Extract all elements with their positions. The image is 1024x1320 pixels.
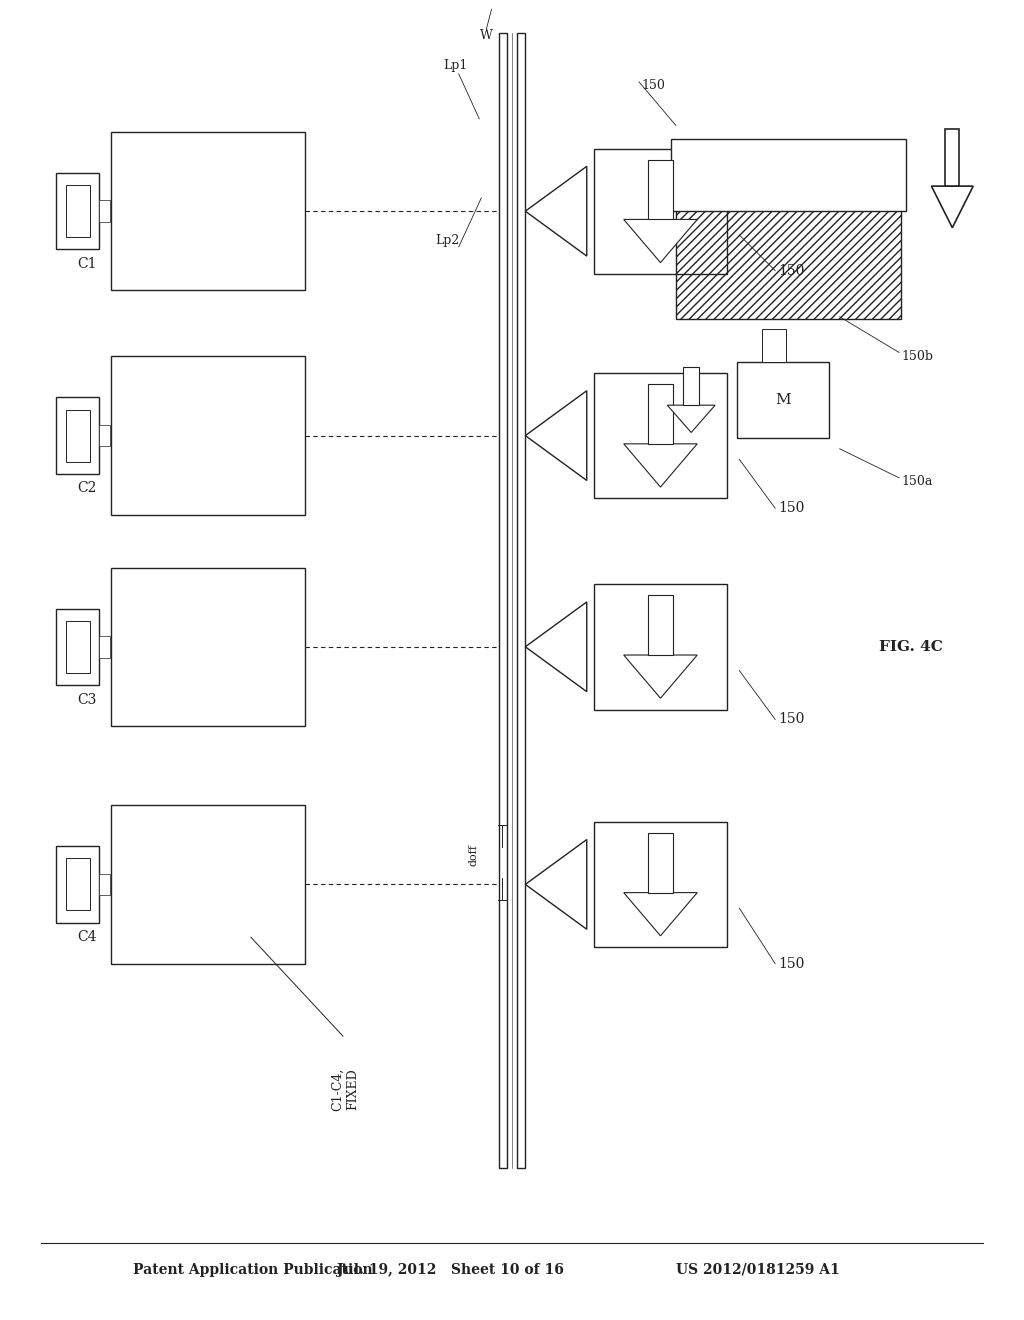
Bar — [671, 139, 906, 211]
Polygon shape — [525, 391, 587, 480]
Polygon shape — [525, 166, 587, 256]
Bar — [737, 362, 829, 438]
Text: Jul. 19, 2012   Sheet 10 of 16: Jul. 19, 2012 Sheet 10 of 16 — [337, 1263, 564, 1276]
Bar — [517, 33, 525, 1168]
Polygon shape — [525, 602, 587, 692]
Bar — [66, 409, 90, 462]
Text: C1-C4,: C1-C4, — [332, 1068, 344, 1110]
Bar — [111, 805, 305, 964]
Bar — [111, 132, 305, 290]
Bar — [66, 858, 90, 911]
Text: 150: 150 — [778, 957, 805, 970]
Text: doff: doff — [468, 845, 478, 866]
Polygon shape — [932, 186, 973, 227]
Text: C2: C2 — [77, 482, 96, 495]
Text: Lp1: Lp1 — [443, 59, 468, 73]
Bar — [111, 568, 305, 726]
Bar — [683, 367, 699, 405]
Bar — [762, 329, 786, 362]
Bar — [56, 609, 99, 685]
Text: W: W — [480, 29, 493, 42]
Bar — [56, 173, 99, 249]
Text: FIXED: FIXED — [347, 1068, 359, 1110]
Text: FIG. 4C: FIG. 4C — [880, 640, 943, 653]
Text: C4: C4 — [77, 931, 96, 944]
Bar — [648, 833, 673, 892]
Text: 150: 150 — [778, 502, 805, 515]
Polygon shape — [624, 444, 697, 487]
Polygon shape — [624, 655, 697, 698]
Text: 150a: 150a — [901, 475, 933, 488]
Bar — [594, 821, 727, 948]
Bar — [648, 595, 673, 655]
Bar — [945, 129, 959, 186]
Polygon shape — [525, 840, 587, 929]
Bar — [66, 185, 90, 238]
Text: 150: 150 — [641, 79, 665, 92]
Bar — [99, 201, 110, 222]
Bar — [56, 397, 99, 474]
Polygon shape — [624, 219, 697, 263]
Text: US 2012/0181259 A1: US 2012/0181259 A1 — [676, 1263, 840, 1276]
Bar — [499, 33, 507, 1168]
Bar — [111, 356, 305, 515]
Text: 150: 150 — [778, 713, 805, 726]
Text: 150b: 150b — [901, 350, 933, 363]
Text: Patent Application Publication: Patent Application Publication — [133, 1263, 373, 1276]
Text: C3: C3 — [77, 693, 96, 706]
Bar — [648, 384, 673, 444]
Bar — [66, 620, 90, 673]
Bar — [99, 425, 110, 446]
Text: Lp2: Lp2 — [435, 234, 460, 247]
Text: M: M — [775, 393, 792, 407]
Polygon shape — [668, 405, 715, 433]
Bar — [56, 846, 99, 923]
Bar — [594, 583, 727, 710]
Bar — [594, 149, 727, 275]
Bar — [99, 636, 110, 657]
Polygon shape — [624, 892, 697, 936]
Bar — [99, 874, 110, 895]
Bar — [648, 160, 673, 219]
Bar — [594, 372, 727, 498]
Bar — [676, 181, 901, 319]
Text: 150: 150 — [778, 264, 805, 277]
Text: C1: C1 — [77, 257, 96, 271]
